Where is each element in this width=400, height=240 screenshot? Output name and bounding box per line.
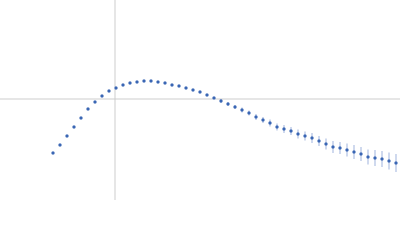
data-point [114,86,118,90]
data-point [289,129,293,133]
data-point [282,127,286,131]
data-point [219,99,223,103]
data-point [142,79,146,83]
data-point [128,81,132,85]
data-point [121,83,125,87]
data-point [191,88,195,92]
data-point [51,151,55,155]
data-point [240,108,244,112]
data-point [254,115,258,119]
data-point [93,100,97,104]
data-point [366,155,370,159]
data-point [324,142,328,146]
data-point [107,89,111,93]
data-point [380,157,384,161]
data-point [387,159,391,163]
data-point [198,90,202,94]
data-point [177,84,181,88]
data-point [261,118,265,122]
data-point [359,152,363,156]
chart [0,0,400,200]
data-point [58,143,62,147]
data-point [303,134,307,138]
data-point [163,81,167,85]
data-point [352,150,356,154]
data-point [331,145,335,149]
data-point [205,93,209,97]
data-point [268,121,272,125]
data-point [296,132,300,136]
data-point [338,146,342,150]
data-point [233,105,237,109]
data-point [72,125,76,129]
data-point [275,125,279,129]
data-point [135,80,139,84]
data-point [86,107,90,111]
data-point [247,111,251,115]
data-point [149,79,153,83]
data-point [156,80,160,84]
data-point [65,134,69,138]
data-point [184,86,188,90]
data-point [79,116,83,120]
data-point [100,94,104,98]
data-point [212,96,216,100]
data-point [394,161,398,165]
data-point [310,136,314,140]
data-point [170,83,174,87]
data-point [373,156,377,160]
data-point [317,139,321,143]
data-point [226,102,230,106]
data-point [345,148,349,152]
